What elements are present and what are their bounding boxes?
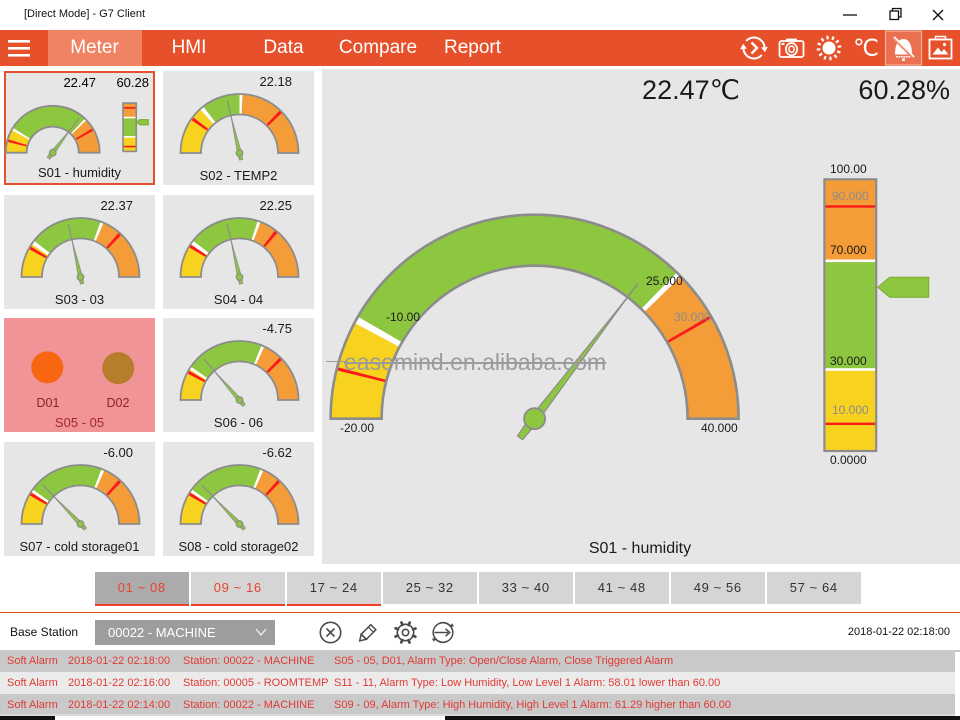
svg-text:℃: ℃: [853, 35, 879, 61]
